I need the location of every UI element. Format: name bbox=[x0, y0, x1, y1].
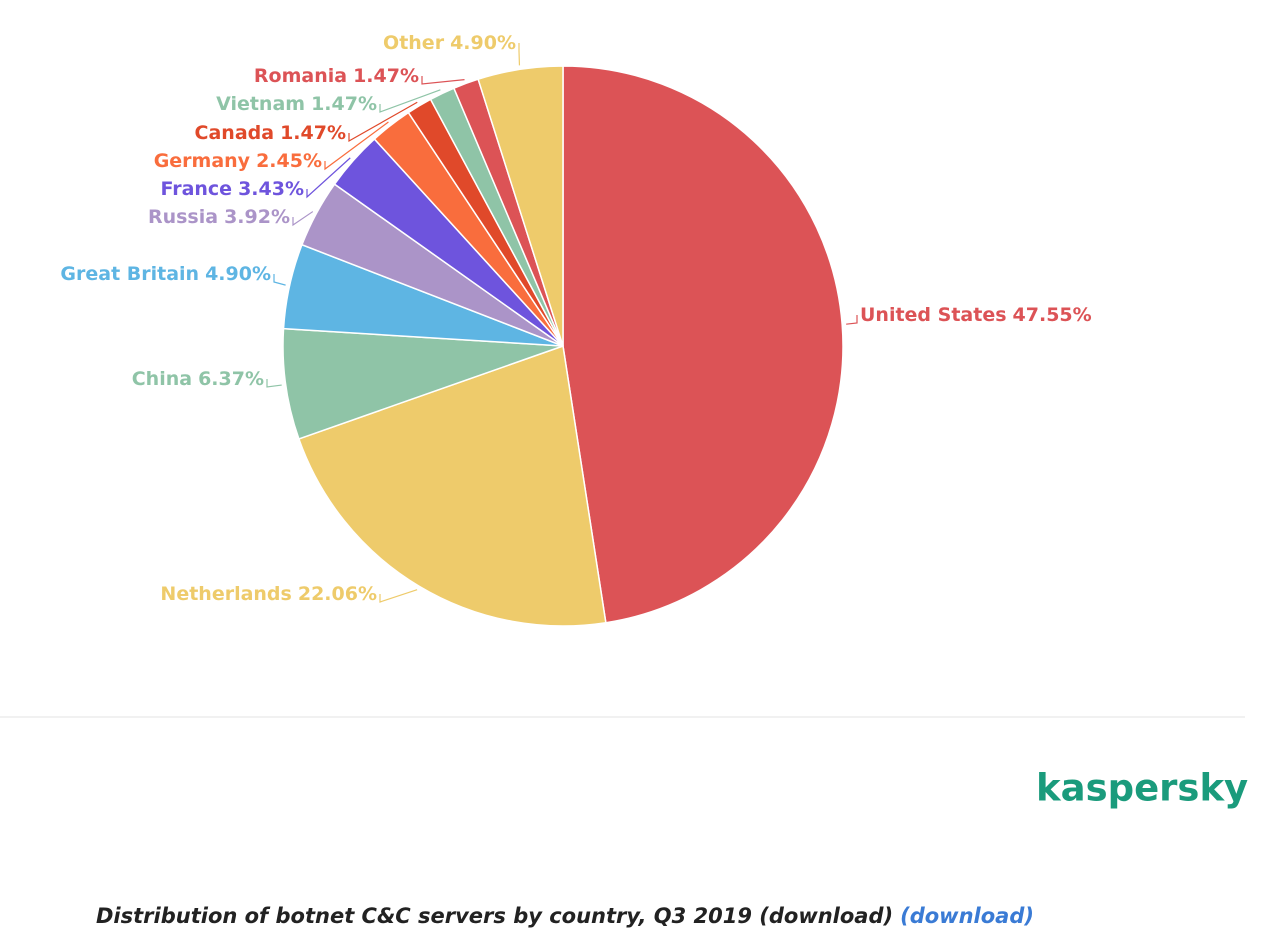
slice-name: Romania bbox=[254, 65, 347, 87]
slice-label: Russia 3.92% bbox=[148, 206, 290, 228]
pie: United States 47.55% Netherlands 22.06% Chin… bbox=[60, 32, 1092, 627]
slice-label: Netherlands 22.06% bbox=[160, 583, 377, 605]
leader-line bbox=[846, 315, 858, 325]
caption: Distribution of botnet C&C servers by co… bbox=[96, 904, 1034, 928]
slice-value: 47.55% bbox=[1013, 304, 1092, 326]
slice-label: France 3.43% bbox=[160, 178, 304, 200]
slice-label: United States 47.55% bbox=[860, 304, 1092, 326]
slice-label: China 6.37% bbox=[132, 368, 264, 390]
slice-value: 3.43% bbox=[238, 178, 304, 200]
slice-name: Other bbox=[383, 32, 445, 54]
caption-link[interactable]: (download) bbox=[900, 904, 1034, 928]
slice-name: Great Britain bbox=[60, 263, 199, 285]
slice-label: Other 4.90% bbox=[383, 32, 516, 54]
leader-line bbox=[324, 121, 389, 171]
slice-label: Vietnam 1.47% bbox=[216, 93, 377, 115]
leader-line bbox=[306, 157, 351, 199]
slice-label: Germany 2.45% bbox=[154, 150, 322, 172]
slice-name: Vietnam bbox=[216, 93, 305, 115]
slice-name: Russia bbox=[148, 206, 218, 228]
slice-value: 1.47% bbox=[280, 122, 346, 144]
slice-value: 1.47% bbox=[353, 65, 419, 87]
leader-line bbox=[379, 589, 418, 603]
leader-line bbox=[379, 89, 441, 113]
slice-label: Great Britain 4.90% bbox=[60, 263, 271, 285]
leader-line bbox=[348, 101, 418, 143]
slice-label: Romania 1.47% bbox=[254, 65, 419, 87]
leader-line bbox=[273, 274, 286, 286]
slice-name: China bbox=[132, 368, 192, 390]
slice-label: Canada 1.47% bbox=[195, 122, 346, 144]
slice-name: Germany bbox=[154, 150, 251, 172]
pie-slice bbox=[562, 65, 844, 624]
slice-value: 4.90% bbox=[450, 32, 516, 54]
leader-line bbox=[266, 379, 282, 388]
caption-text: Distribution of botnet C&C servers by co… bbox=[96, 904, 893, 928]
slice-value: 4.90% bbox=[205, 263, 271, 285]
leader-line bbox=[421, 76, 465, 85]
slice-name: United States bbox=[860, 304, 1007, 326]
slice-name: France bbox=[160, 178, 232, 200]
slice-value: 3.92% bbox=[224, 206, 290, 228]
slice-value: 1.47% bbox=[311, 93, 377, 115]
pie-slice bbox=[477, 65, 564, 347]
pie-slice bbox=[297, 344, 607, 627]
slice-name: Netherlands bbox=[160, 583, 291, 605]
pie-slice bbox=[282, 327, 564, 440]
slice-value: 22.06% bbox=[298, 583, 377, 605]
slice-value: 2.45% bbox=[256, 150, 322, 172]
brand-logo: kaspersky bbox=[1036, 767, 1248, 810]
slice-value: 6.37% bbox=[198, 368, 264, 390]
leader-line bbox=[292, 211, 314, 227]
slice-name: Canada bbox=[195, 122, 275, 144]
